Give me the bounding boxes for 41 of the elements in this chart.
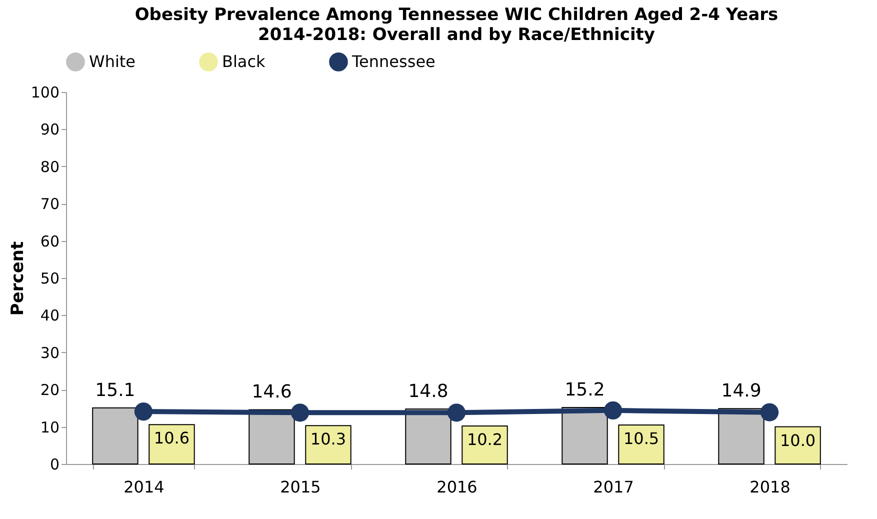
bar (618, 424, 664, 464)
bar (405, 408, 452, 464)
y-tick-label: 70 (40, 195, 60, 214)
y-tick-label: 10 (40, 418, 60, 436)
data-label: 15.1 (95, 380, 136, 401)
data-label: 10.5 (623, 428, 660, 448)
bar (305, 425, 352, 464)
x-tick-label: 2017 (593, 478, 634, 496)
data-label: 14.6 (252, 382, 292, 403)
bar (462, 426, 508, 464)
x-tick-label: 2018 (750, 478, 790, 496)
y-tick-label: 50 (40, 270, 60, 288)
y-tick-label: 80 (40, 158, 60, 176)
y-tick-label: 100 (30, 84, 60, 102)
data-label: 10.6 (154, 428, 190, 448)
data-label: 15.2 (564, 379, 605, 400)
x-tick-label: 2016 (436, 478, 478, 496)
x-tick-label: 2015 (280, 478, 321, 496)
legend-label: White (89, 52, 136, 71)
chart-subtitle: 2014-2018: Overall and by Race/Ethnicity (258, 25, 655, 45)
x-tick-label: 2014 (124, 478, 164, 496)
y-tick-label: 60 (40, 232, 60, 250)
y-tick-label: 40 (40, 306, 60, 325)
data-label: 10.2 (466, 430, 503, 450)
legend-label: Black (222, 52, 266, 71)
y-tick-label: 0 (50, 456, 60, 474)
y-tick-label: 20 (40, 381, 60, 400)
bar (92, 407, 138, 464)
bar (562, 406, 608, 464)
bar (148, 424, 195, 464)
data-label: 10.3 (310, 430, 346, 449)
bar (718, 408, 764, 464)
data-label: 14.8 (408, 380, 448, 402)
legend-label: Tennessee (351, 52, 436, 71)
y-tick-label: 90 (40, 120, 60, 139)
y-tick-label: 30 (40, 344, 60, 362)
chart-title: Obesity Prevalence Among Tennessee WIC Children Aged 2-4 Years (134, 5, 778, 25)
y-axis-title: Percent (8, 241, 28, 316)
bar (774, 426, 821, 464)
data-label: 10.0 (780, 430, 816, 450)
data-label: 14.9 (721, 380, 762, 402)
